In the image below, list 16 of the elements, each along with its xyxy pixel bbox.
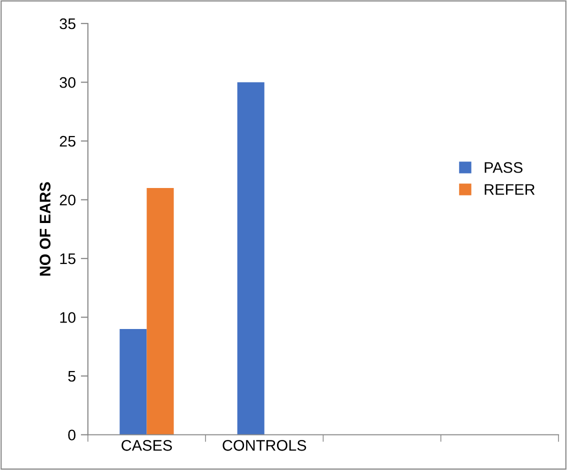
- y-tick-label: 0: [68, 430, 76, 440]
- y-tick-label: 20: [60, 194, 76, 206]
- x-tick-label: CONTROLS: [222, 440, 306, 451]
- y-tick-label: 35: [60, 18, 76, 30]
- legend-label: PASS: [484, 162, 522, 173]
- y-tick-label: 25: [60, 136, 76, 147]
- bar: [120, 329, 147, 435]
- legend-label: REFER: [484, 184, 535, 195]
- y-tick-label: 15: [60, 254, 76, 264]
- bar: [146, 188, 174, 435]
- y-tick-label: 10: [60, 312, 76, 323]
- y-tick-label: 5: [68, 371, 76, 382]
- x-tick-label: CASES: [122, 440, 172, 451]
- y-tick-label: 30: [60, 77, 76, 88]
- y-axis-title: NO OF EARS: [40, 182, 51, 276]
- bar: [237, 82, 264, 435]
